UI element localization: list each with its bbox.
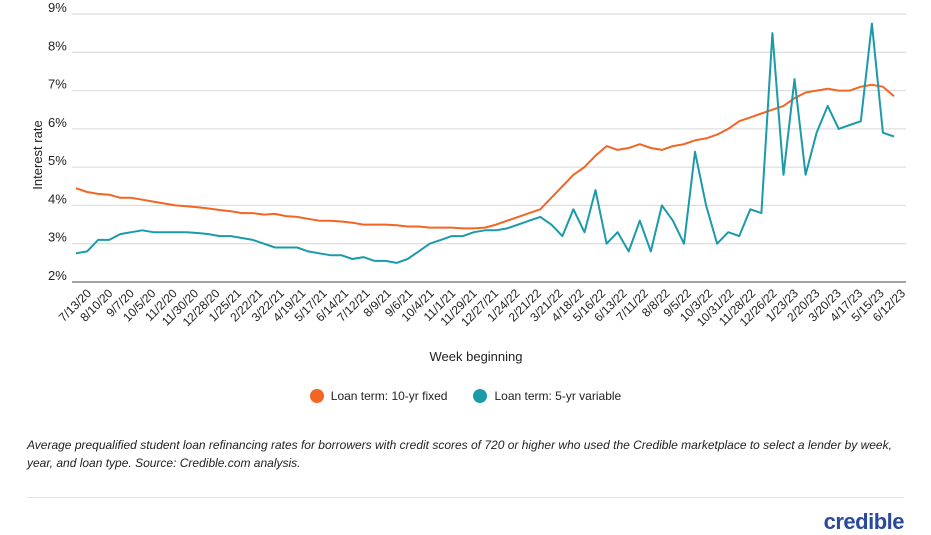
series-line-5yr-variable	[75, 22, 895, 264]
credible-logo: credible	[823, 509, 905, 534]
y-tick-label: 5%	[48, 153, 67, 168]
y-tick-label: 7%	[48, 77, 67, 92]
y-tick-label: 9%	[48, 0, 67, 15]
x-axis-ticks: 7/13/208/10/209/7/2010/5/2011/2/2011/30/…	[56, 286, 908, 329]
legend-swatch-icon	[473, 389, 488, 403]
y-axis-label: Interest rate	[30, 120, 45, 189]
legend-item-10yr-fixed[interactable]: Loan term: 10-yr fixed	[309, 389, 448, 403]
chart-caption: Average prequalified student loan refina…	[27, 438, 892, 470]
y-tick-label: 8%	[48, 38, 67, 53]
line-chart: 2% 3% 4% 5% 6% 7% 8% 9% 7/13/208/10/209/7/2010/…	[30, 0, 908, 364]
series-line-10yr-fixed	[75, 83, 895, 230]
y-tick-label: 6%	[48, 115, 67, 130]
legend-item-5yr-variable[interactable]: Loan term: 5-yr variable	[473, 389, 621, 403]
y-tick-label: 4%	[48, 191, 67, 206]
y-tick-label: 2%	[48, 268, 67, 283]
legend: Loan term: 10-yr fixed Loan term: 5-yr v…	[0, 389, 931, 403]
series-lines	[75, 22, 895, 264]
y-tick-label: 3%	[48, 230, 67, 245]
legend-swatch-icon	[309, 389, 324, 403]
legend-label: Loan term: 5-yr variable	[494, 389, 622, 403]
x-axis-label: Week beginning	[430, 349, 523, 364]
y-axis-ticks: 2% 3% 4% 5% 6% 7% 8% 9%	[48, 0, 67, 283]
legend-label: Loan term: 10-yr fixed	[330, 389, 448, 403]
gridlines	[72, 13, 906, 283]
divider	[27, 497, 904, 498]
